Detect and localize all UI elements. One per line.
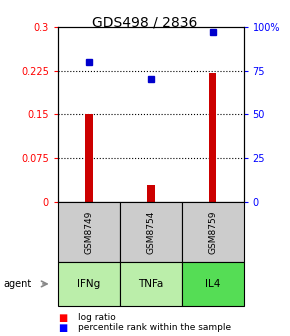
Text: ■: ■: [58, 323, 67, 333]
Text: GSM8754: GSM8754: [146, 210, 155, 254]
Text: IL4: IL4: [205, 279, 220, 289]
Text: agent: agent: [3, 279, 31, 289]
Bar: [209, 74, 216, 202]
Text: GSM8759: GSM8759: [208, 210, 217, 254]
Text: TNFa: TNFa: [138, 279, 164, 289]
Bar: [85, 114, 93, 202]
Text: IFNg: IFNg: [77, 279, 101, 289]
Text: GDS498 / 2836: GDS498 / 2836: [92, 15, 198, 29]
Text: ■: ■: [58, 312, 67, 323]
Text: percentile rank within the sample: percentile rank within the sample: [78, 323, 231, 332]
Text: GSM8749: GSM8749: [84, 210, 93, 254]
Text: log ratio: log ratio: [78, 313, 116, 322]
Bar: [147, 185, 155, 202]
